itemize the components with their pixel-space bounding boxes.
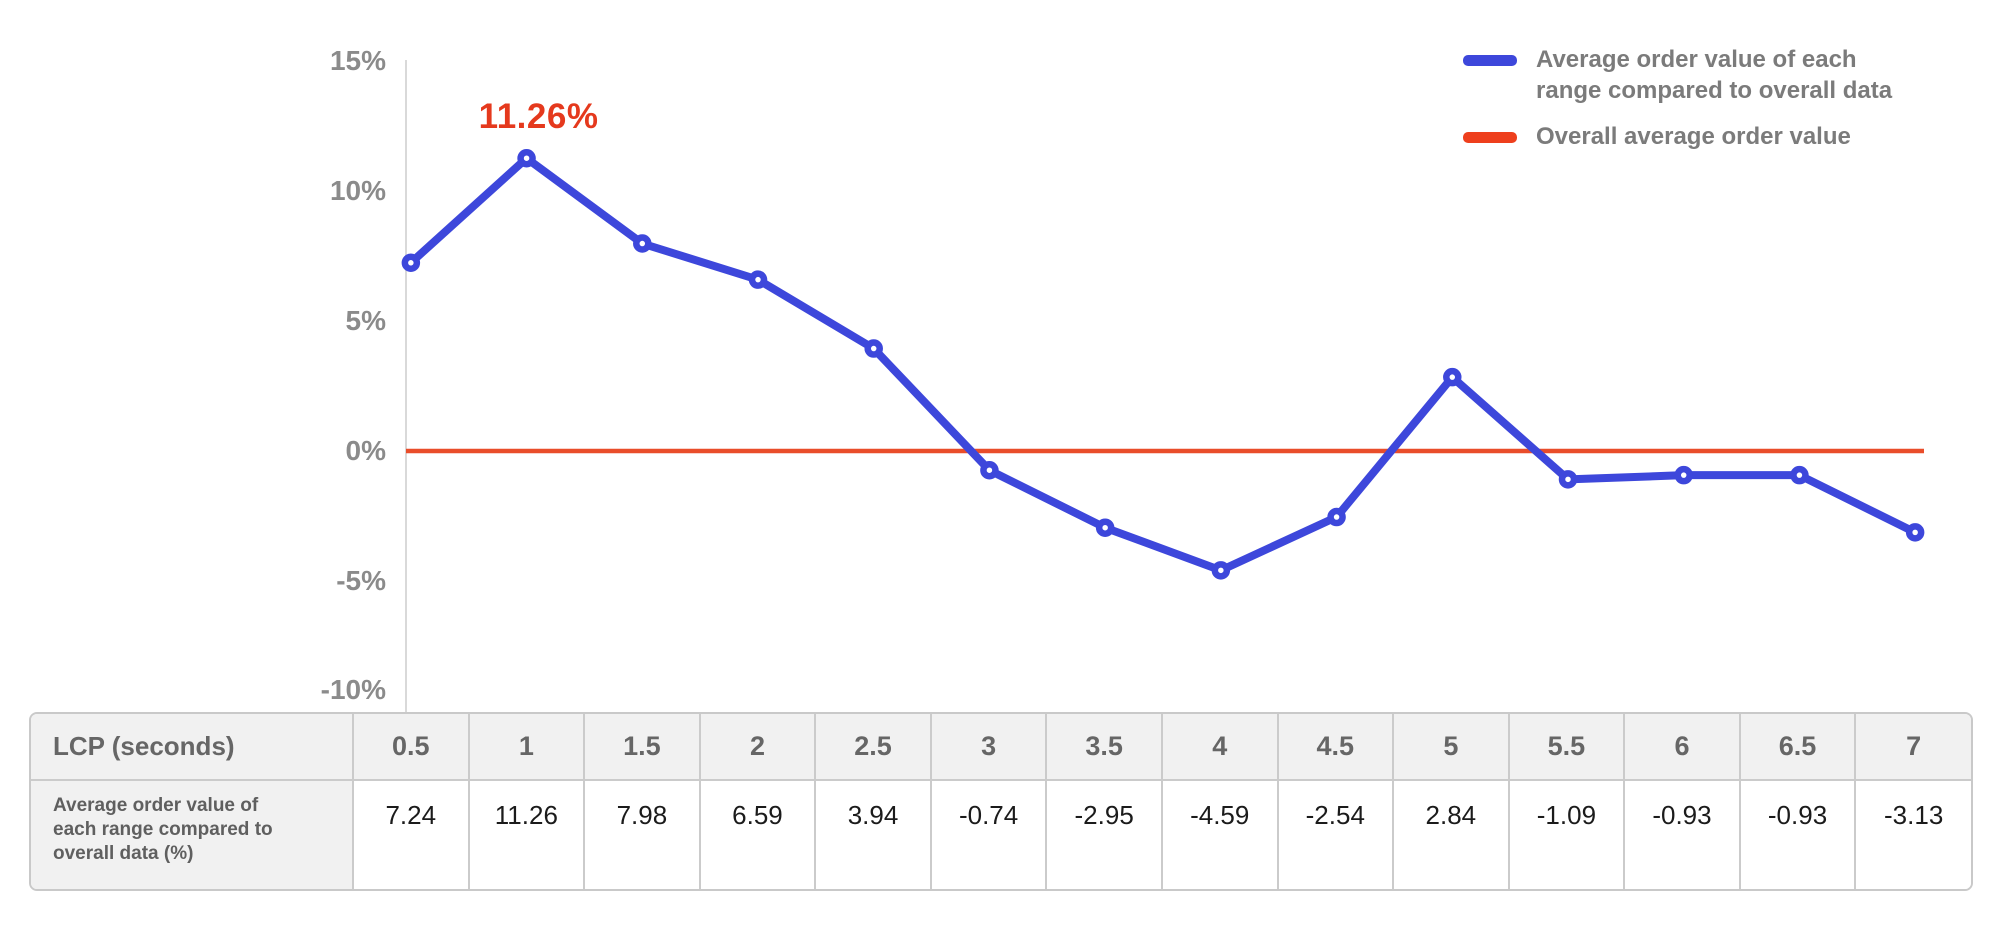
value-cell: 7.24 bbox=[352, 779, 469, 889]
data-point-marker bbox=[1211, 561, 1231, 580]
value-cell: -2.54 bbox=[1276, 779, 1394, 889]
data-point-marker bbox=[1558, 470, 1578, 489]
lcp-value-header: 2 bbox=[698, 714, 816, 780]
table-header-row: LCP (seconds) 0.5 1 1.5 2 2.5 3 3.5 4 4.5 5 5.5 6 6.… bbox=[31, 714, 1971, 780]
lcp-header-cell: LCP (seconds) bbox=[31, 714, 353, 780]
chart-canvas bbox=[401, 60, 1925, 712]
data-point-marker bbox=[517, 148, 536, 168]
value-cell: 11.26 bbox=[467, 779, 585, 889]
lcp-value-header: 6 bbox=[1623, 714, 1740, 780]
series-line bbox=[406, 154, 1920, 575]
data-point-marker bbox=[980, 460, 999, 480]
lcp-value-header: 0.5 bbox=[352, 714, 469, 780]
data-point-marker bbox=[401, 253, 421, 273]
table-value-row: Average order value of each range compar… bbox=[31, 779, 1971, 889]
lcp-value-header: 1.5 bbox=[583, 714, 700, 780]
lcp-value-header: 6.5 bbox=[1738, 714, 1856, 780]
series-label-cell: Average order value of each range compar… bbox=[31, 779, 353, 889]
value-cell: 2.84 bbox=[1392, 779, 1509, 889]
lcp-value-header: 3 bbox=[929, 714, 1047, 780]
lcp-value-header: 4.5 bbox=[1276, 714, 1394, 780]
value-cell: -3.13 bbox=[1854, 779, 1971, 889]
value-cell: -0.74 bbox=[929, 779, 1047, 889]
value-cell: -2.95 bbox=[1045, 779, 1162, 889]
legend-reference-swatch-icon bbox=[1463, 132, 1517, 143]
legend-series-swatch-icon bbox=[1463, 55, 1517, 66]
y-axis-tick-label: 15% bbox=[329, 45, 386, 76]
data-point-marker bbox=[748, 270, 768, 289]
value-cell: -1.09 bbox=[1507, 779, 1625, 889]
data-point-marker bbox=[633, 234, 652, 253]
lcp-value-header: 1 bbox=[467, 714, 585, 780]
data-point-marker bbox=[864, 339, 883, 358]
legend-item-series: Average order value of each range compar… bbox=[1463, 44, 1898, 106]
y-axis-tick-label: 0% bbox=[345, 435, 386, 466]
value-cell: -4.59 bbox=[1160, 779, 1278, 889]
y-axis-tick-label: -10% bbox=[320, 674, 386, 705]
legend-series-label: Average order value of each range compar… bbox=[1536, 46, 1893, 104]
y-axis-tick-label: 5% bbox=[345, 305, 386, 336]
value-cell: 6.59 bbox=[698, 779, 816, 889]
chart-legend: Average order value of each range compar… bbox=[1463, 44, 1898, 167]
lcp-value-header: 3.5 bbox=[1045, 714, 1162, 780]
data-point-marker bbox=[1674, 465, 1693, 485]
peak-value-annotation: 11.26% bbox=[478, 97, 599, 137]
lcp-value-header: 7 bbox=[1854, 714, 1971, 780]
legend-reference-label: Overall average order value bbox=[1536, 123, 1851, 150]
value-cell: -0.93 bbox=[1623, 779, 1740, 889]
value-cell: -0.93 bbox=[1738, 779, 1856, 889]
lcp-value-header: 5.5 bbox=[1507, 714, 1625, 780]
value-cell: 3.94 bbox=[814, 779, 931, 889]
lcp-value-header: 2.5 bbox=[814, 714, 931, 780]
data-table: LCP (seconds) 0.5 1 1.5 2 2.5 3 3.5 4 4.5 5 5.5 6 6.… bbox=[29, 712, 1973, 891]
value-cell: 7.98 bbox=[583, 779, 700, 889]
data-point-marker bbox=[1905, 523, 1925, 542]
data-point-marker bbox=[1095, 518, 1115, 537]
data-point-marker bbox=[1327, 507, 1346, 527]
y-axis-tick-label: -5% bbox=[336, 565, 386, 596]
lcp-value-header: 5 bbox=[1392, 714, 1509, 780]
legend-item-reference: Overall average order value bbox=[1463, 121, 1898, 152]
data-point-marker bbox=[1790, 465, 1809, 485]
lcp-value-header: 4 bbox=[1160, 714, 1278, 780]
data-point-marker bbox=[1443, 367, 1462, 387]
y-axis-tick-label: 10% bbox=[329, 175, 386, 206]
